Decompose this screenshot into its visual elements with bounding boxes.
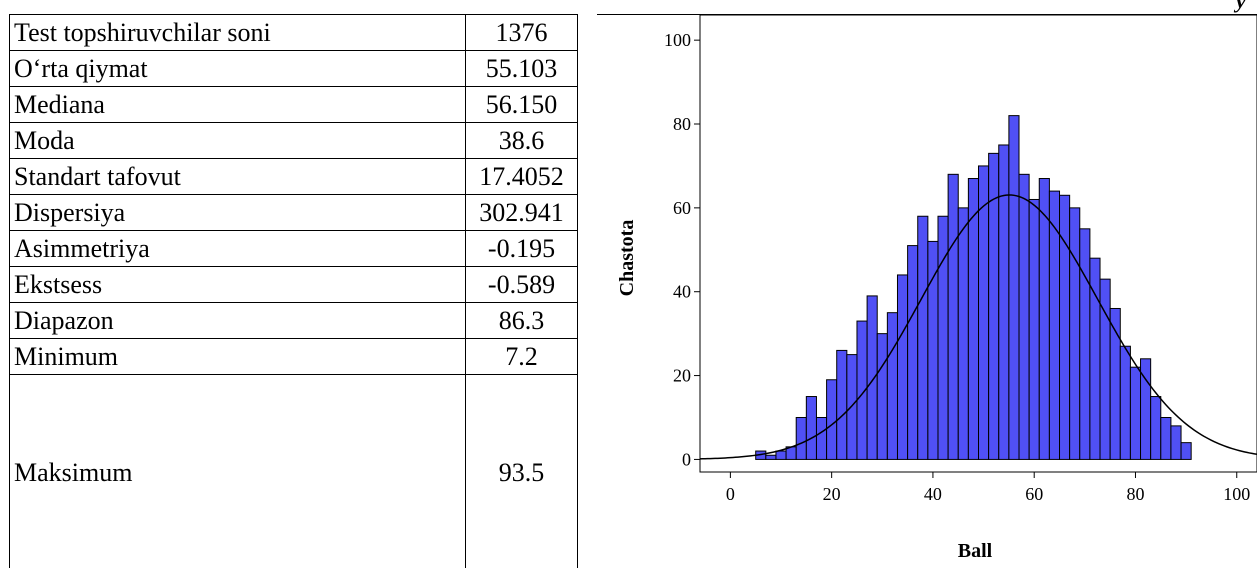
normal-curve — [699, 194, 1257, 460]
table-row: Asimmetriya -0.195 — [9, 230, 578, 267]
statistics-table: Test topshiruvchilar soni 1376 O‘rta qiyma… — [9, 14, 578, 571]
stat-value: 1376 — [465, 14, 578, 51]
histogram-bar — [836, 349, 848, 460]
histogram-bar — [1018, 173, 1030, 460]
y-tick-label: 60 — [673, 198, 691, 218]
histogram-bar — [1038, 178, 1050, 460]
table-row: Mediana 56.150 — [9, 86, 578, 123]
histogram-bar — [1160, 416, 1172, 460]
stat-label: Standart tafovut — [9, 158, 466, 195]
histogram-bar — [1119, 345, 1131, 460]
table-row: Moda 38.6 — [9, 122, 578, 159]
stat-label: O‘rta qiymat — [9, 50, 466, 87]
stat-value: 7.2 — [465, 338, 578, 375]
histogram-bar — [1180, 442, 1192, 460]
histogram-bar — [846, 354, 858, 460]
histogram-bar — [866, 295, 878, 460]
table-row: Test topshiruvchilar soni 1376 — [9, 14, 578, 51]
histogram-bars — [755, 115, 1192, 460]
y-tick-label: 80 — [673, 114, 691, 134]
table-row: O‘rta qiymat 55.103 — [9, 50, 578, 87]
stat-value: -0.195 — [465, 230, 578, 267]
y-tick-label: 40 — [673, 282, 691, 302]
histogram-bar — [1028, 198, 1040, 460]
histogram-bar — [765, 454, 777, 460]
histogram-bar — [795, 416, 807, 460]
corner-mark: y — [1236, 0, 1246, 13]
histogram-bar — [886, 312, 898, 460]
histogram-bar — [876, 333, 888, 460]
histogram-bar — [917, 215, 929, 460]
stat-label: Test topshiruvchilar soni — [9, 14, 466, 51]
histogram-bar — [957, 207, 969, 460]
table-row: Dispersiya 302.941 — [9, 194, 578, 231]
table-row: Maksimum 93.5 — [9, 374, 578, 571]
stat-value: 302.941 — [465, 194, 578, 231]
histogram-bar — [1008, 115, 1020, 460]
y-axis-label: Chastota — [616, 220, 638, 297]
histogram-chart: 0 20 40 60 80 100 0 20 40 60 80 100 Ball Chastota — [616, 15, 1257, 562]
histogram-bar — [826, 379, 838, 460]
histogram-bar — [1069, 207, 1081, 460]
histogram-bar — [927, 240, 939, 460]
histogram-bar — [896, 274, 909, 460]
stat-value: 86.3 — [465, 302, 578, 339]
histogram-bar — [1170, 425, 1182, 460]
x-tick-label: 60 — [1025, 484, 1043, 504]
x-tick-label: 80 — [1126, 484, 1144, 504]
stat-label: Asimmetriya — [9, 230, 466, 267]
histogram-bar — [947, 173, 959, 460]
histogram-bar — [1150, 396, 1162, 460]
table-row: Standart tafovut 17.4052 — [9, 158, 578, 195]
stat-label: Minimum — [9, 338, 466, 375]
stat-label: Maksimum — [9, 374, 466, 571]
y-tick-label: 0 — [682, 449, 691, 469]
stat-label: Moda — [9, 122, 466, 159]
stat-label: Ekstsess — [9, 266, 466, 303]
statistics-table-body: Test topshiruvchilar soni 1376 O‘rta qiyma… — [9, 14, 578, 571]
stat-value: 56.150 — [465, 86, 578, 123]
stat-value: 17.4052 — [465, 158, 578, 195]
stat-label: Dispersiya — [9, 194, 466, 231]
x-tick-label: 100 — [1223, 484, 1250, 504]
y-tick-label: 20 — [673, 366, 691, 386]
histogram-bar — [1079, 228, 1091, 460]
histogram-bar — [998, 144, 1010, 460]
histogram-bar — [907, 245, 919, 460]
table-row: Minimum 7.2 — [9, 338, 578, 375]
table-row: Diapazon 86.3 — [9, 302, 578, 339]
table-open-edge — [9, 568, 597, 574]
stat-value: -0.589 — [465, 266, 578, 303]
table-row: Ekstsess -0.589 — [9, 266, 578, 303]
y-tick-label: 100 — [664, 30, 691, 50]
stat-value: 38.6 — [465, 122, 578, 159]
stat-label: Mediana — [9, 86, 466, 123]
x-axis-label: Ball — [958, 540, 993, 562]
histogram-bar — [775, 450, 787, 460]
histogram-bar — [937, 215, 949, 460]
x-tick-label: 0 — [726, 484, 735, 504]
x-tick-label: 40 — [924, 484, 942, 504]
stat-value: 93.5 — [465, 374, 578, 571]
stat-value: 55.103 — [465, 50, 578, 87]
stat-label: Diapazon — [9, 302, 466, 339]
histogram-bar — [815, 416, 828, 460]
histogram-bar — [1129, 366, 1142, 460]
axes: 0 20 40 60 80 100 0 20 40 60 80 100 — [664, 30, 1250, 504]
histogram-bar — [805, 396, 817, 460]
histogram-bar — [1059, 194, 1071, 460]
x-tick-label: 20 — [823, 484, 841, 504]
